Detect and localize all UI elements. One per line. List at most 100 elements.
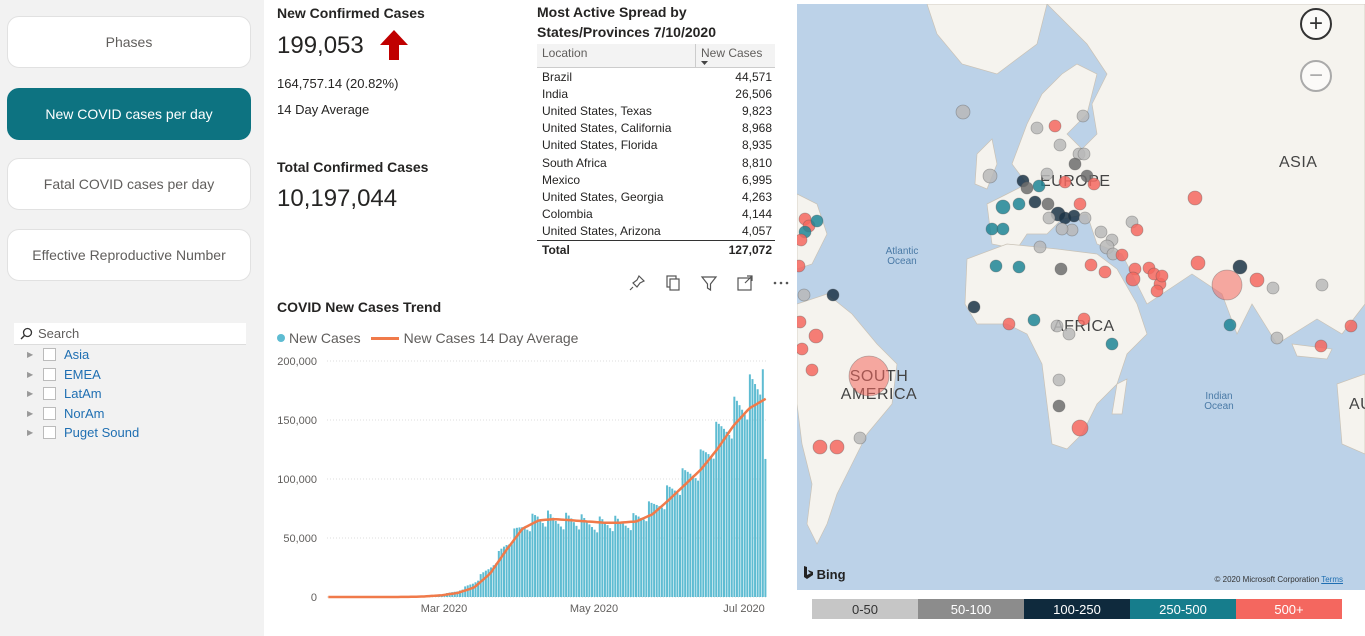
- table-row[interactable]: India 26,506: [537, 85, 775, 102]
- copy-icon[interactable]: [661, 272, 685, 294]
- map-bubble[interactable]: [797, 288, 811, 302]
- map-bubble[interactable]: [1077, 312, 1091, 326]
- phases-button[interactable]: Phases: [7, 16, 251, 68]
- expand-icon[interactable]: ▶: [27, 350, 34, 360]
- checkbox[interactable]: [43, 406, 56, 420]
- map-bubble[interactable]: [797, 315, 807, 329]
- legend-avg[interactable]: New Cases 14 Day Average: [403, 330, 579, 346]
- table-row[interactable]: United States, Texas 9,823: [537, 102, 775, 119]
- map-bubble[interactable]: [1002, 317, 1016, 331]
- map-bubble[interactable]: [1030, 121, 1044, 135]
- map-bubble[interactable]: [829, 439, 845, 455]
- slicer-item[interactable]: ▶ NorAm: [14, 404, 246, 424]
- map-bubble[interactable]: [982, 168, 998, 184]
- map-bubble[interactable]: [1105, 337, 1119, 351]
- map-bubble[interactable]: [1055, 222, 1069, 236]
- checkbox[interactable]: [43, 426, 56, 440]
- map-bubble[interactable]: [797, 259, 806, 273]
- map-bubble[interactable]: [1270, 331, 1284, 345]
- map-bubble[interactable]: [1344, 319, 1358, 333]
- map-bubble[interactable]: [1071, 419, 1089, 437]
- map-legend-item[interactable]: 250-500: [1130, 599, 1236, 619]
- map-bubble[interactable]: [1027, 313, 1041, 327]
- table-row[interactable]: United States, Florida 8,935: [537, 137, 775, 154]
- map-bubble[interactable]: [1077, 147, 1091, 161]
- column-header-location[interactable]: Location: [542, 46, 588, 60]
- map-legend-item[interactable]: 500+: [1236, 599, 1342, 619]
- map-bubble[interactable]: [1052, 373, 1066, 387]
- map-bubble[interactable]: [1190, 255, 1206, 271]
- map-bubble[interactable]: [797, 233, 808, 247]
- terms-link[interactable]: Terms: [1321, 575, 1343, 584]
- map-bubble[interactable]: [1084, 258, 1098, 272]
- zoom-in-button[interactable]: +: [1300, 8, 1332, 40]
- map-bubble[interactable]: [1076, 109, 1090, 123]
- slicer-item[interactable]: ▶ Puget Sound: [14, 423, 246, 443]
- map-bubble[interactable]: [989, 259, 1003, 273]
- map-bubble[interactable]: [1052, 399, 1066, 413]
- map-bubble[interactable]: [1087, 177, 1101, 191]
- map-bubble[interactable]: [1033, 240, 1047, 254]
- table-row[interactable]: United States, Georgia 4,263: [537, 188, 775, 205]
- map-bubble[interactable]: [1048, 119, 1062, 133]
- bubble-map[interactable]: EUROPE ASIA AFRICA SOUTH AMERICA AU Atla…: [797, 4, 1365, 590]
- map-bubble[interactable]: [955, 104, 971, 120]
- map-bubble[interactable]: [1187, 190, 1203, 206]
- map-bubble[interactable]: [1054, 262, 1068, 276]
- expand-icon[interactable]: ▶: [27, 369, 34, 379]
- map-bubble[interactable]: [853, 431, 867, 445]
- map-bubble[interactable]: [1080, 169, 1094, 183]
- map-bubble[interactable]: [1315, 278, 1329, 292]
- map-bubble[interactable]: [1232, 259, 1248, 275]
- map-bubble[interactable]: [995, 199, 1011, 215]
- legend-new-cases[interactable]: New Cases: [289, 330, 361, 346]
- slicer-search-input[interactable]: Search: [14, 323, 246, 345]
- map-bubble[interactable]: [1130, 223, 1144, 237]
- map-bubble[interactable]: [1115, 248, 1129, 262]
- map-bubble[interactable]: [1223, 318, 1237, 332]
- checkbox[interactable]: [43, 348, 56, 362]
- map-bubble[interactable]: [1041, 197, 1055, 211]
- map-bubble[interactable]: [1040, 167, 1054, 181]
- filter-icon[interactable]: [697, 272, 721, 294]
- map-bubble[interactable]: [996, 222, 1010, 236]
- map-bubble[interactable]: [967, 300, 981, 314]
- slicer-item[interactable]: ▶ EMEA: [14, 365, 246, 385]
- focus-mode-icon[interactable]: [733, 272, 757, 294]
- slicer-item[interactable]: ▶ Asia: [14, 345, 246, 365]
- map-bubble[interactable]: [1314, 339, 1328, 353]
- map-bubble[interactable]: [1068, 157, 1082, 171]
- expand-icon[interactable]: ▶: [27, 408, 34, 418]
- map-bubble[interactable]: [1249, 272, 1265, 288]
- slicer-item[interactable]: ▶ LatAm: [14, 384, 246, 404]
- map-bubble[interactable]: [1067, 209, 1081, 223]
- map-bubble[interactable]: [1155, 269, 1169, 283]
- more-options-icon[interactable]: [769, 272, 793, 294]
- table-row[interactable]: United States, Arizona 4,057: [537, 223, 775, 240]
- map-bubble[interactable]: [1125, 271, 1141, 287]
- map-bubble[interactable]: [1012, 260, 1026, 274]
- map-bubble[interactable]: [826, 288, 840, 302]
- expand-icon[interactable]: ▶: [27, 428, 34, 438]
- zoom-out-button[interactable]: −: [1300, 60, 1332, 92]
- map-bubble[interactable]: [1078, 211, 1092, 225]
- map-bubble[interactable]: [1098, 265, 1112, 279]
- map-bubble[interactable]: [1266, 281, 1280, 295]
- map-bubble[interactable]: [808, 328, 824, 344]
- map-bubble[interactable]: [1032, 179, 1046, 193]
- expand-icon[interactable]: ▶: [27, 389, 34, 399]
- map-bubble[interactable]: [1073, 197, 1087, 211]
- map-bubble[interactable]: [1028, 195, 1042, 209]
- map-bubble[interactable]: [1050, 319, 1064, 333]
- map-bubble[interactable]: [1012, 197, 1026, 211]
- map-legend-item[interactable]: 0-50: [812, 599, 918, 619]
- map-bubble[interactable]: [797, 342, 809, 356]
- map-bubble[interactable]: [1020, 181, 1034, 195]
- table-row[interactable]: United States, California 8,968: [537, 120, 775, 137]
- table-row[interactable]: South Africa 8,810: [537, 154, 775, 171]
- new-cases-button[interactable]: New COVID cases per day: [7, 88, 251, 140]
- fatal-cases-button[interactable]: Fatal COVID cases per day: [7, 158, 251, 210]
- checkbox[interactable]: [43, 387, 56, 401]
- map-bubble[interactable]: [812, 439, 828, 455]
- checkbox[interactable]: [43, 367, 56, 381]
